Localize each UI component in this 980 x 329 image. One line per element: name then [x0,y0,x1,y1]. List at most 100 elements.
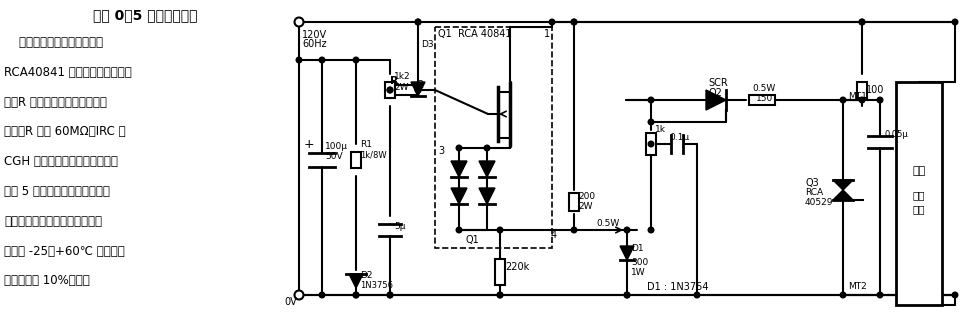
Circle shape [387,292,393,298]
Circle shape [457,145,462,151]
Circle shape [648,97,654,103]
Bar [495,259,505,285]
Text: 100: 100 [866,85,884,95]
Text: RCA40841 构成的可控硅触发电: RCA40841 构成的可控硅触发电 [4,66,131,79]
Text: +: + [304,138,315,151]
Text: 0V: 0V [284,297,297,307]
Text: 阻性: 阻性 [912,190,925,200]
Circle shape [648,119,654,125]
Text: 1W: 1W [631,268,646,277]
Circle shape [296,57,302,63]
Text: CGH 型电阻）时，可得最大延迟: CGH 型电阻）时，可得最大延迟 [4,155,118,168]
Polygon shape [833,180,853,190]
Text: 工频 0～5 分钟延时电路: 工频 0～5 分钟延时电路 [93,8,197,22]
Text: MT2: MT2 [848,282,866,291]
Text: 150: 150 [756,94,773,103]
Text: Q1  RCA 40841: Q1 RCA 40841 [438,29,512,39]
Text: 载。在 -25～+60℃ 温度范围: 载。在 -25～+60℃ 温度范围 [4,244,124,258]
Circle shape [877,292,883,298]
Text: 1N3756: 1N3756 [360,281,393,290]
Text: Q3: Q3 [805,178,818,188]
Bar [857,82,867,98]
Circle shape [624,292,630,298]
Polygon shape [451,161,467,177]
Circle shape [840,292,846,298]
Circle shape [416,87,420,93]
Text: D1: D1 [631,244,644,253]
Text: 感性: 感性 [912,204,925,214]
Bar [435,27,552,248]
Text: 200: 200 [578,192,595,201]
Text: MT1: MT1 [848,92,867,101]
Text: 300: 300 [631,258,648,267]
Circle shape [387,87,393,93]
Circle shape [497,227,503,233]
Circle shape [859,19,864,25]
Bar [749,95,775,105]
Bar [569,193,579,211]
Text: 100µ: 100µ [325,142,348,151]
Circle shape [694,292,700,298]
Text: 路，R 的值决定延迟控制的持续: 路，R 的值决定延迟控制的持续 [4,96,107,109]
Circle shape [497,292,503,298]
Circle shape [877,97,883,103]
Circle shape [416,87,420,93]
Text: 5µ: 5µ [394,222,406,231]
Circle shape [484,145,490,151]
Text: D3: D3 [421,40,433,49]
Text: 1k/8W: 1k/8W [360,150,387,159]
Circle shape [319,292,324,298]
Polygon shape [706,90,726,110]
Text: 时间，R 等于 60MΩ（IRC 型: 时间，R 等于 60MΩ（IRC 型 [4,125,125,139]
Polygon shape [451,188,467,204]
Bar [351,152,361,168]
Polygon shape [479,161,495,177]
Text: 0.5W: 0.5W [752,84,775,93]
Circle shape [416,19,420,25]
Circle shape [571,19,577,25]
Text: 负载: 负载 [912,166,926,176]
Polygon shape [620,246,634,260]
Text: 0.1µ: 0.1µ [669,133,689,142]
Text: 该电路采用双栅极场效应管: 该电路采用双栅极场效应管 [4,36,103,49]
Circle shape [859,19,864,25]
Text: 大电流电阻负载或电抗性交流负: 大电流电阻负载或电抗性交流负 [4,215,102,228]
Text: 40529: 40529 [805,198,834,207]
Text: 60Hz: 60Hz [302,39,326,49]
Text: D2: D2 [360,271,372,280]
Text: 220k: 220k [505,262,529,272]
Text: 时间 5 分钟。双向可控硅可驱动: 时间 5 分钟。双向可控硅可驱动 [4,185,110,198]
Text: 1k: 1k [655,125,666,134]
Circle shape [648,141,654,147]
Polygon shape [411,82,425,96]
Circle shape [953,292,957,298]
Polygon shape [833,190,853,200]
Text: 2W: 2W [578,202,593,211]
Circle shape [295,291,304,299]
Polygon shape [349,274,363,288]
Circle shape [571,227,577,233]
Circle shape [624,292,630,298]
Circle shape [387,87,393,93]
Circle shape [353,292,359,298]
Circle shape [648,227,654,233]
Circle shape [416,19,420,25]
Bar [385,82,395,98]
Circle shape [840,97,846,103]
Text: RCA: RCA [805,188,823,197]
Text: 3: 3 [438,146,444,156]
Circle shape [353,292,359,298]
Text: 1k2: 1k2 [394,72,411,81]
Text: Q1: Q1 [465,235,479,245]
Text: 1: 1 [544,29,550,39]
Text: D1 : 1N3754: D1 : 1N3754 [647,282,709,292]
Text: 内，误差在 10%以内。: 内，误差在 10%以内。 [4,274,90,288]
Text: 2: 2 [417,80,423,90]
Text: 4: 4 [551,230,557,240]
Circle shape [457,227,462,233]
Text: 2W: 2W [394,83,409,92]
Bar [896,82,942,305]
Circle shape [387,292,393,298]
Circle shape [953,19,957,25]
Polygon shape [479,188,495,204]
